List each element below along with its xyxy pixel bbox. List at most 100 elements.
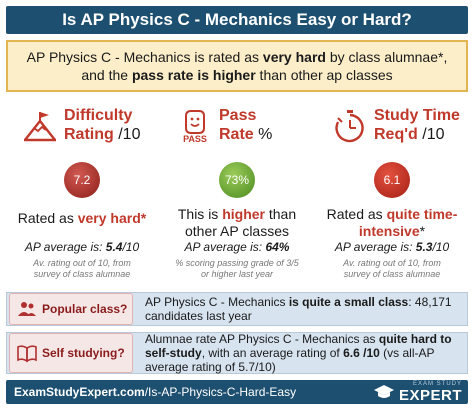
study-time-average: AP average is: 5.3/10 <box>314 240 470 254</box>
pass-title-line2-rest: % <box>253 126 273 143</box>
self-study-text-mid: , with an average rating of <box>201 346 344 360</box>
difficulty-header: Difficulty Rating /10 <box>4 104 160 148</box>
pass-note-line1: % scoring passing grade of 3/5 <box>175 258 299 268</box>
pass-rate-value: 73% <box>224 173 250 187</box>
popular-class-row: Popular class? AP Physics C - Mechanics … <box>6 292 468 326</box>
study-time-verdict: Rated as quite time- intensive* <box>314 206 470 240</box>
summary-line1-bold: very hard <box>262 49 326 65</box>
pass-rate-verdict: This is higher than other AP classes <box>159 206 315 240</box>
logo-text: EXAM STUDY EXPERT <box>399 381 462 403</box>
summary-line1-pre: AP Physics C - Mechanics is rated as <box>26 49 263 65</box>
page-title: Is AP Physics C - Mechanics Easy or Hard… <box>6 6 468 34</box>
difficulty-avg-bold: 5.4 <box>105 240 123 254</box>
pass-verdict-post: than <box>264 206 297 222</box>
study-verdict-line2-post: * <box>419 223 426 239</box>
self-study-text: Alumnae rate AP Physics C - Mechanics as… <box>145 332 461 374</box>
popular-class-label-text: Popular class? <box>42 302 128 316</box>
pass-verdict-bold: higher <box>222 206 265 222</box>
footer-bar: ExamStudyExpert.com/Is-AP-Physics-C-Hard… <box>6 380 468 404</box>
footer-path: /Is-AP-Physics-C-Hard-Easy <box>144 385 297 399</box>
brand-logo: EXAM STUDY EXPERT <box>373 381 462 403</box>
difficulty-column: Difficulty Rating /10 7.2 Rated as very … <box>4 104 160 284</box>
logo-small-text: EXAM STUDY <box>412 381 462 387</box>
self-study-text-pre: Alumnae rate AP Physics C - Mechanics as <box>145 332 379 346</box>
study-time-value-circle: 6.1 <box>374 162 410 198</box>
summary-box: AP Physics C - Mechanics is rated as ver… <box>6 40 468 92</box>
study-note-line1: Av. rating out of 10, from <box>343 258 441 268</box>
difficulty-note: Av. rating out of 10, from survey of cla… <box>4 258 160 280</box>
summary-line1-post: by class alumnae*, <box>325 49 448 65</box>
study-time-column: Study Time Req'd /10 6.1 Rated as quite … <box>314 104 470 284</box>
study-title-line2-rest: /10 <box>417 126 445 143</box>
study-note-line2: survey of class alumnae <box>343 269 441 279</box>
study-title-line1: Study Time <box>374 107 460 124</box>
open-book-icon <box>17 345 37 363</box>
study-time-title: Study Time Req'd /10 <box>374 106 460 144</box>
popular-text-post: : 48,171 candidates last year <box>145 295 452 323</box>
stopwatch-icon <box>335 110 364 143</box>
pass-verdict-line2: other AP classes <box>184 223 290 239</box>
difficulty-avg-pre: AP average is: <box>24 240 106 254</box>
summary-line2-post: than other ap classes <box>255 67 393 83</box>
page-title-text: Is AP Physics C - Mechanics Easy or Hard… <box>62 10 412 29</box>
difficulty-title: Difficulty Rating /10 <box>64 106 140 144</box>
self-study-text-post: (vs all-AP average rating of 5.7/10) <box>145 346 435 374</box>
difficulty-avg-post: /10 <box>122 240 140 254</box>
difficulty-title-line2-red: Rating <box>64 126 114 143</box>
study-time-value: 6.1 <box>383 173 401 187</box>
study-verdict-bold: quite time- <box>386 206 458 222</box>
pass-rate-column: PASS Pass Rate % 73% This is higher than… <box>159 104 315 284</box>
footer-brand: ExamStudyExpert.com <box>14 385 145 399</box>
difficulty-value-circle: 7.2 <box>64 162 100 198</box>
self-study-text-bold2: 6.6 /10 <box>343 346 380 360</box>
pass-rate-title: Pass Rate % <box>219 106 272 144</box>
popular-class-label: Popular class? <box>9 293 133 325</box>
logo-big-text: EXPERT <box>398 387 462 404</box>
graduation-cap-icon <box>373 385 394 398</box>
self-study-label: Self studying? <box>9 333 133 373</box>
pass-icon: PASS <box>183 110 207 144</box>
difficulty-verdict-pre: Rated as <box>17 210 78 226</box>
pass-title-line2-red: Rate <box>219 126 254 143</box>
pass-rate-average: AP average is: 64% <box>159 240 315 254</box>
difficulty-verdict: Rated as very hard* <box>4 210 160 227</box>
self-study-label-text: Self studying? <box>42 346 125 360</box>
pass-rate-header: PASS Pass Rate % <box>159 104 315 148</box>
pass-title-line1: Pass <box>219 107 257 124</box>
study-time-note: Av. rating out of 10, from survey of cla… <box>314 258 470 280</box>
summary-line-2: and the pass rate is higher than other a… <box>81 66 392 84</box>
popular-class-text: AP Physics C - Mechanics is quite a smal… <box>145 293 461 325</box>
summary-line2-pre: and the <box>81 67 132 83</box>
pass-icon-text: PASS <box>183 134 207 144</box>
difficulty-verdict-bold: very hard* <box>77 210 147 226</box>
summary-line-1: AP Physics C - Mechanics is rated as ver… <box>27 48 448 66</box>
pass-verdict-pre: This is <box>177 206 223 222</box>
difficulty-note-line2: survey of class alumnae <box>33 269 131 279</box>
popular-text-pre: AP Physics C - Mechanics <box>145 295 289 309</box>
footer-link[interactable]: ExamStudyExpert.com/Is-AP-Physics-C-Hard… <box>14 385 296 399</box>
difficulty-title-line2-rest: /10 <box>113 126 141 143</box>
study-title-line2-red: Req'd <box>374 126 418 143</box>
difficulty-title-line1: Difficulty <box>64 107 133 124</box>
study-avg-pre: AP average is: <box>334 240 416 254</box>
self-study-text-bold1: quite hard to self-study <box>145 332 452 360</box>
pass-rate-note: % scoring passing grade of 3/5 or higher… <box>159 258 315 280</box>
difficulty-value: 7.2 <box>73 173 91 187</box>
difficulty-note-line1: Av. rating out of 10, from <box>33 258 131 268</box>
mountain-flag-icon <box>24 112 56 142</box>
difficulty-average: AP average is: 5.4/10 <box>4 240 160 254</box>
study-verdict-line2-bold: intensive <box>358 223 420 239</box>
study-time-header: Study Time Req'd /10 <box>314 104 470 148</box>
pass-avg-pre: AP average is: <box>184 240 266 254</box>
pass-rate-value-circle: 73% <box>219 162 255 198</box>
pass-note-line2: or higher last year <box>200 269 274 279</box>
study-avg-post: /10 <box>432 240 450 254</box>
self-study-row: Self studying? Alumnae rate AP Physics C… <box>6 332 468 374</box>
summary-line2-bold: pass rate is higher <box>131 67 256 83</box>
study-verdict-pre: Rated as <box>326 206 387 222</box>
study-avg-bold: 5.3 <box>415 240 433 254</box>
users-icon <box>18 302 36 316</box>
pass-avg-bold: 64% <box>265 240 290 254</box>
popular-text-bold: is quite a small class <box>288 295 409 309</box>
